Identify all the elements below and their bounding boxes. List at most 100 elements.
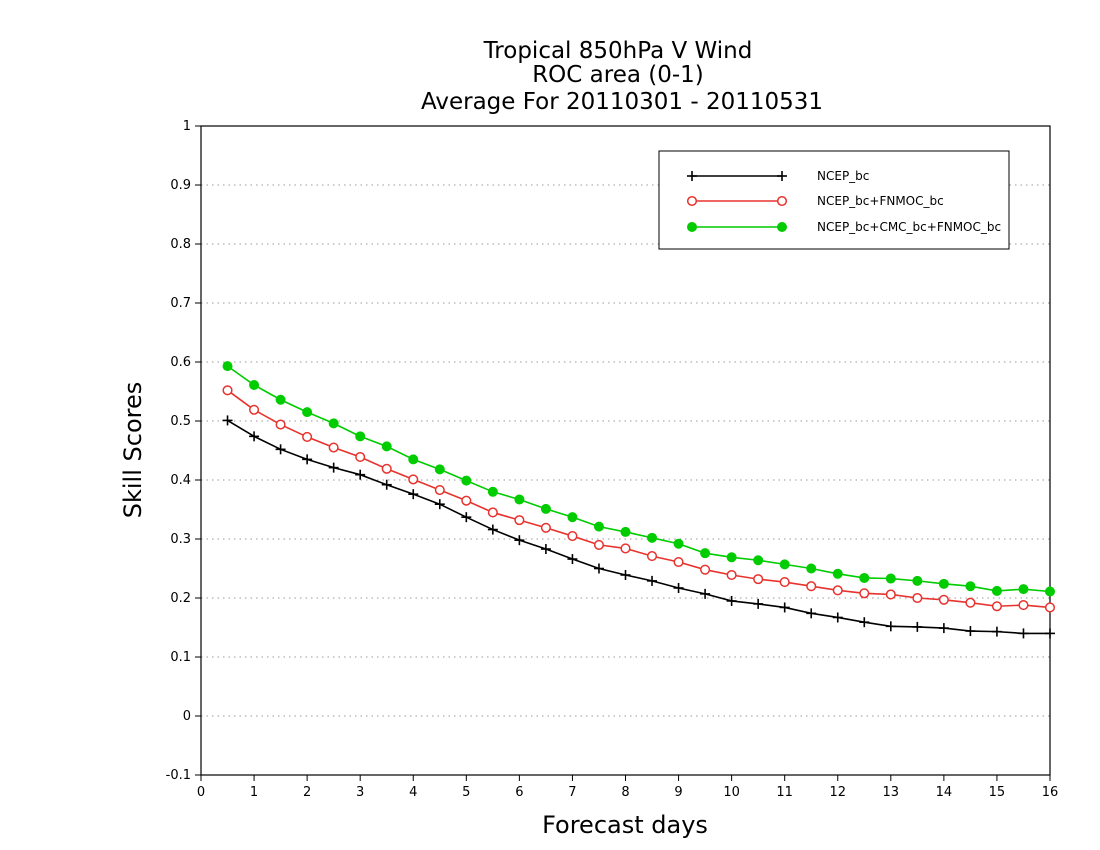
data-point-2 [222,361,233,372]
legend-label-0: NCEP_bc [817,169,869,183]
y-tick-label: 0.3 [170,532,191,547]
y-tick-label: 0.1 [170,650,191,665]
data-point-1 [275,419,286,430]
x-tick-label: 7 [568,785,576,800]
data-point-2 [1045,586,1055,597]
x-tick-label: 3 [356,785,364,800]
legend-marker-start-2 [687,222,697,232]
data-point-2 [302,407,313,418]
x-tick-label: 16 [1042,785,1059,800]
data-point-1 [806,581,817,592]
data-point-2 [673,538,684,549]
legend-marker-end-1 [776,195,788,207]
data-point-1 [355,451,366,463]
x-tick-label: 8 [621,785,629,800]
series-line-0 [227,419,1050,635]
x-tick-label: 5 [462,785,470,800]
data-point-2 [991,585,1002,596]
data-point-2 [461,475,472,486]
data-point-1 [726,569,737,581]
data-point-1 [408,474,419,485]
data-point-2 [938,578,949,589]
data-point-1 [461,495,472,506]
x-tick-label: 2 [303,785,311,800]
series-2 [222,361,1055,597]
data-point-1 [700,564,711,575]
data-point-2 [328,418,339,429]
data-point-1 [885,589,896,600]
data-point-1 [620,543,631,554]
data-point-1 [434,484,445,496]
data-point-2 [700,548,711,559]
data-point-2 [806,563,817,574]
series-line-2 [227,365,1051,593]
data-point-1 [593,539,605,550]
data-point-2 [647,532,658,543]
data-point-1 [302,431,313,442]
chart-title-line-2: ROC area (0-1) [532,62,704,88]
data-point-1 [673,556,684,568]
x-tick-label: 4 [409,785,417,800]
data-point-1 [222,385,233,396]
chart-title-line-3: Average For 20110301 - 20110531 [421,89,823,115]
y-tick-label: 0.2 [170,591,191,606]
x-tick-label: 1 [250,785,258,800]
data-point-2 [753,555,764,566]
data-point-1 [753,574,764,585]
legend: NCEP_bc NCEP_bc+FNMOC_bc NCEP_bc+CMC_bc+FN… [658,150,1010,250]
data-point-2 [355,431,366,442]
series-line-1 [227,389,1051,609]
x-tick-label: 10 [723,785,740,800]
data-point-2 [514,494,525,505]
y-tick-label: 0.8 [170,237,191,252]
data-point-2 [832,568,843,579]
axis-ticks: -0.100.10.20.30.40.50.60.70.80.910 1 2 3 4 5 6… [166,119,1059,800]
data-point-1 [328,442,339,453]
data-point-2 [408,454,419,465]
data-point-1 [991,601,1002,612]
data-point-2 [540,503,551,514]
x-tick-label: 14 [936,785,953,800]
data-point-1 [779,577,790,588]
y-tick-label: 0.7 [170,296,191,311]
data-point-1 [381,463,392,474]
x-tick-label: 13 [883,785,900,800]
legend-marker-end-2 [777,222,787,232]
x-tick-label: 11 [776,785,793,800]
chart-title-line-1: Tropical 850hPa V Wind [483,38,753,64]
data-point-2 [885,573,896,584]
legend-label-2: NCEP_bc+CMC_bc+FNMOC_bc [817,220,1001,234]
y-tick-label: 0.4 [170,473,191,488]
y-tick-label: 0.5 [170,414,191,429]
data-point-2 [275,394,286,405]
y-tick-label: -0.1 [166,768,191,783]
x-tick-label: 12 [829,785,846,800]
data-point-2 [593,521,604,532]
data-point-2 [1018,584,1029,595]
grid-lines [201,184,1050,717]
x-tick-label: 0 [197,785,205,800]
series-0 [222,415,1055,639]
data-point-1 [249,404,260,415]
y-tick-label: 1 [183,119,191,134]
y-tick-label: 0.6 [170,355,191,370]
data-point-1 [1018,600,1029,611]
data-point-2 [620,526,631,537]
x-tick-label: 15 [989,785,1006,800]
data-point-2 [249,380,260,391]
y-tick-label: 0 [183,709,191,724]
y-tick-label: 0.9 [170,178,191,193]
data-point-2 [965,581,976,592]
data-point-1 [938,594,949,605]
data-point-1 [832,585,843,596]
series-layer [222,361,1056,639]
legend-box [658,150,1010,250]
legend-label-1: NCEP_bc+FNMOC_bc [817,194,944,208]
data-point-2 [912,575,923,586]
series-1 [222,385,1056,613]
x-axis-label: Forecast days [542,811,708,839]
data-point-1 [646,551,658,562]
data-point-1 [540,522,551,533]
data-point-2 [434,464,445,475]
